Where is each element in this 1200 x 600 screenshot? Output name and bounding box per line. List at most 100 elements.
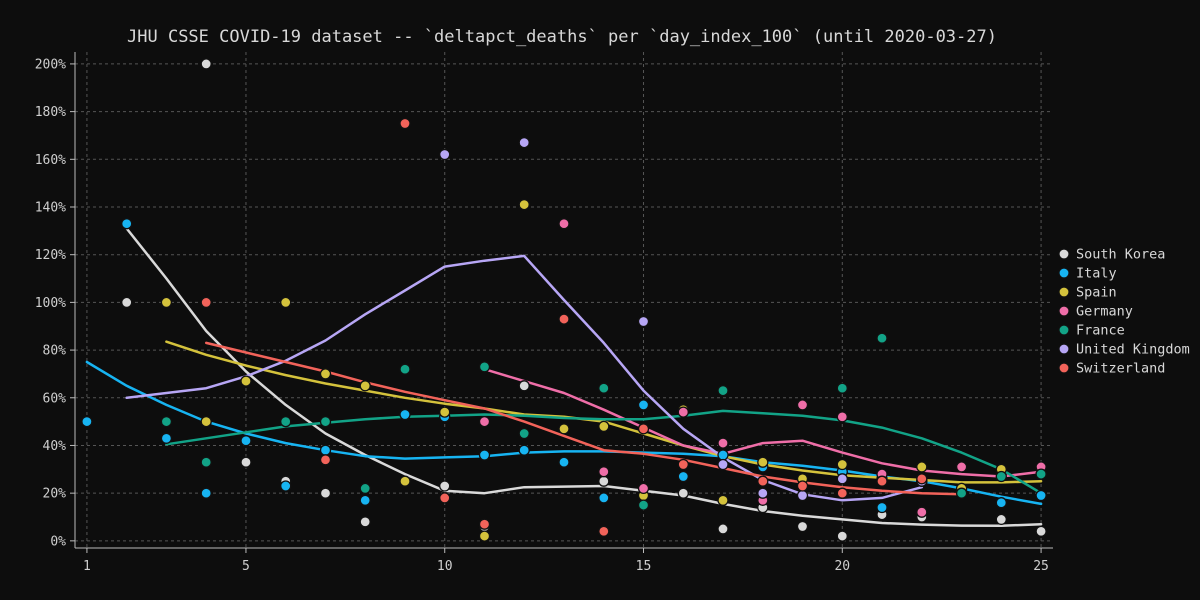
point-switzerland [598, 525, 610, 537]
legend-label: Switzerland [1076, 361, 1165, 377]
point-united-kingdom [637, 315, 650, 328]
y-tick-label: 120% [35, 248, 66, 263]
point-switzerland [399, 117, 411, 130]
data-points [81, 58, 1047, 542]
point-united-kingdom [518, 136, 530, 149]
point-germany [916, 506, 928, 518]
legend-marker [1058, 324, 1070, 336]
point-switzerland [836, 487, 848, 499]
y-tick-label: 200% [35, 57, 66, 72]
point-spain [916, 461, 928, 473]
point-italy [995, 497, 1007, 509]
point-south-korea [518, 380, 530, 392]
point-switzerland [439, 492, 451, 504]
point-spain [359, 380, 371, 392]
point-italy [518, 444, 530, 456]
point-united-kingdom [836, 473, 848, 485]
point-france [1035, 468, 1047, 480]
point-france [518, 427, 530, 440]
x-tick-label: 10 [437, 559, 453, 574]
point-france [359, 482, 371, 495]
point-spain [836, 458, 848, 471]
legend-marker [1058, 343, 1070, 355]
legend-label: United Kingdom [1076, 342, 1190, 358]
y-tick-label: 20% [43, 487, 67, 502]
legend-marker [1058, 248, 1070, 260]
point-italy [598, 492, 610, 504]
point-switzerland [916, 473, 928, 485]
point-france [598, 382, 610, 394]
point-united-kingdom [796, 489, 809, 502]
point-switzerland [558, 313, 570, 325]
x-tick-label: 20 [834, 559, 850, 574]
point-germany [677, 406, 689, 418]
point-italy [717, 449, 729, 461]
point-italy [160, 432, 173, 444]
point-spain [598, 420, 610, 433]
point-france [280, 415, 292, 428]
legend: South Korea Italy Spain Germany France United… [1058, 247, 1190, 377]
point-germany [717, 437, 729, 449]
point-switzerland [637, 423, 650, 435]
point-germany [558, 218, 570, 230]
gridlines [75, 52, 1053, 548]
point-south-korea [677, 487, 689, 499]
y-tick-label: 140% [35, 201, 66, 216]
point-south-korea [836, 530, 848, 542]
point-south-korea [200, 58, 212, 70]
point-italy [876, 501, 888, 514]
point-spain [319, 368, 332, 380]
x-tick-label: 25 [1033, 559, 1049, 574]
point-italy [677, 470, 689, 483]
point-south-korea [439, 480, 451, 492]
point-italy [478, 449, 491, 461]
point-france [995, 470, 1007, 483]
point-germany [598, 466, 610, 478]
axes: 0%20%40%60%80%100%120%140%160%180%200%1 5… [35, 52, 1053, 574]
point-france [478, 361, 491, 373]
point-spain [160, 296, 173, 309]
point-switzerland [757, 475, 769, 487]
point-switzerland [796, 480, 809, 492]
legend-label: Spain [1076, 285, 1117, 301]
y-tick-label: 160% [35, 153, 66, 168]
point-italy [399, 408, 411, 421]
point-south-korea [319, 487, 332, 499]
point-italy [1035, 489, 1047, 502]
y-tick-label: 180% [35, 105, 66, 120]
point-south-korea [1035, 525, 1047, 537]
point-germany [955, 461, 968, 473]
point-italy [280, 480, 292, 492]
point-france [876, 332, 888, 344]
point-italy [121, 218, 133, 230]
legend-marker [1058, 362, 1070, 374]
point-spain [399, 475, 411, 487]
legend-label: Germany [1076, 304, 1133, 320]
point-italy [359, 494, 371, 506]
point-germany [836, 411, 848, 423]
x-tick-label: 15 [636, 559, 652, 574]
legend-label: Italy [1076, 266, 1117, 282]
legend-marker [1058, 305, 1070, 317]
point-france [717, 384, 729, 397]
y-tick-label: 60% [43, 391, 67, 406]
x-tick-label: 5 [242, 559, 250, 574]
point-france [955, 487, 968, 499]
point-spain [240, 375, 252, 387]
x-tick-label: 1 [83, 559, 91, 574]
point-south-korea [796, 520, 809, 533]
point-south-korea [717, 523, 729, 535]
point-france [319, 415, 332, 428]
point-france [200, 456, 212, 468]
legend-label: South Korea [1076, 247, 1165, 263]
legend-marker [1058, 286, 1070, 298]
y-tick-label: 80% [43, 344, 67, 359]
point-germany [637, 482, 650, 495]
point-spain [200, 415, 212, 428]
point-spain [439, 406, 451, 418]
trend-line-united-kingdom [125, 254, 924, 502]
point-france [160, 415, 173, 428]
point-italy [319, 444, 332, 456]
